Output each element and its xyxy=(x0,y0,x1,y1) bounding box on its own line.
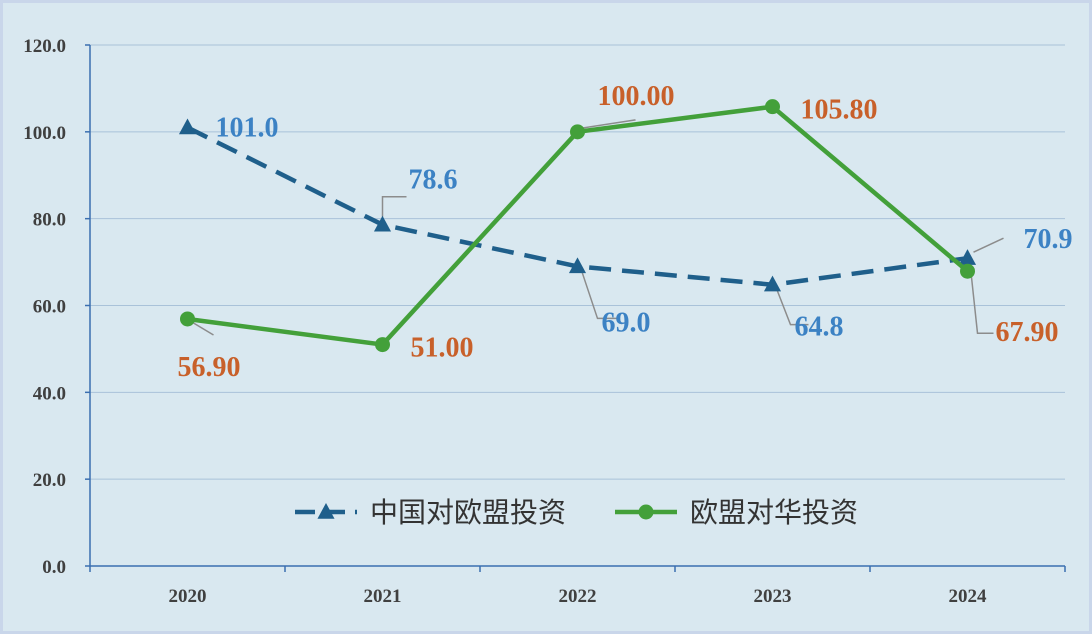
y-tick-label: 60.0 xyxy=(33,297,66,318)
data-label: 78.6 xyxy=(409,165,458,196)
y-tick-label: 20.0 xyxy=(33,470,66,491)
data-point-triangle xyxy=(763,275,782,292)
x-tick-labels: 2020 2021 2022 2023 2024 xyxy=(89,566,1066,607)
data-labels: 101.0 78.6 69.0 64.8 70.9 56.90 51.00 100.00 105… xyxy=(178,81,1073,383)
y-tick-label: 100.0 xyxy=(23,123,66,144)
data-point-circle xyxy=(960,263,975,279)
leader-line xyxy=(973,237,1004,253)
series-layer xyxy=(178,99,977,353)
y-tick-label: 40.0 xyxy=(33,383,66,404)
x-tick-label: 2024 xyxy=(949,586,988,607)
leader-line xyxy=(580,270,620,320)
y-tick-label: 80.0 xyxy=(33,210,66,231)
x-tick-label: 2023 xyxy=(754,586,792,607)
leader-line xyxy=(381,195,407,217)
data-point-circle xyxy=(765,99,780,115)
data-point-circle xyxy=(180,311,195,327)
x-tick-label: 2021 xyxy=(364,586,402,607)
legend-marker-triangle xyxy=(317,503,335,519)
leader-line xyxy=(775,288,809,326)
data-label: 56.90 xyxy=(178,352,241,383)
data-label: 64.8 xyxy=(795,312,844,343)
data-point-triangle xyxy=(178,118,197,135)
data-label: 67.90 xyxy=(996,317,1059,348)
y-tick-label: 120.0 xyxy=(23,36,66,57)
data-label: 69.0 xyxy=(602,307,651,338)
legend-label: 欧盟对华投资 xyxy=(690,496,858,529)
legend-marker-circle xyxy=(638,504,654,520)
y-tick-label: 0.0 xyxy=(42,557,66,578)
data-label: 101.0 xyxy=(216,112,279,143)
x-tick-label: 2022 xyxy=(559,586,597,607)
series-line-1 xyxy=(187,104,969,347)
leader-line xyxy=(970,277,994,334)
data-point-triangle xyxy=(958,249,977,265)
data-point-circle xyxy=(375,337,390,353)
leader-line xyxy=(583,119,636,129)
data-point-circle xyxy=(570,124,585,140)
axes xyxy=(89,45,1065,567)
leader-line xyxy=(193,322,214,336)
data-point-triangle xyxy=(568,257,587,274)
data-label: 51.00 xyxy=(411,333,474,364)
data-label: 70.9 xyxy=(1024,224,1073,255)
x-tick-label: 2020 xyxy=(169,586,207,607)
label-leader-lines xyxy=(193,119,1004,336)
legend-label: 中国对欧盟投资 xyxy=(370,496,566,529)
data-label: 105.80 xyxy=(801,95,878,126)
legend: 中国对欧盟投资 欧盟对华投资 xyxy=(295,496,858,529)
y-tick-labels: 0.0 20.0 40.0 60.0 80.0 100.0 120.0 xyxy=(23,36,66,578)
data-label: 100.00 xyxy=(598,81,675,112)
data-point-triangle xyxy=(373,215,392,232)
